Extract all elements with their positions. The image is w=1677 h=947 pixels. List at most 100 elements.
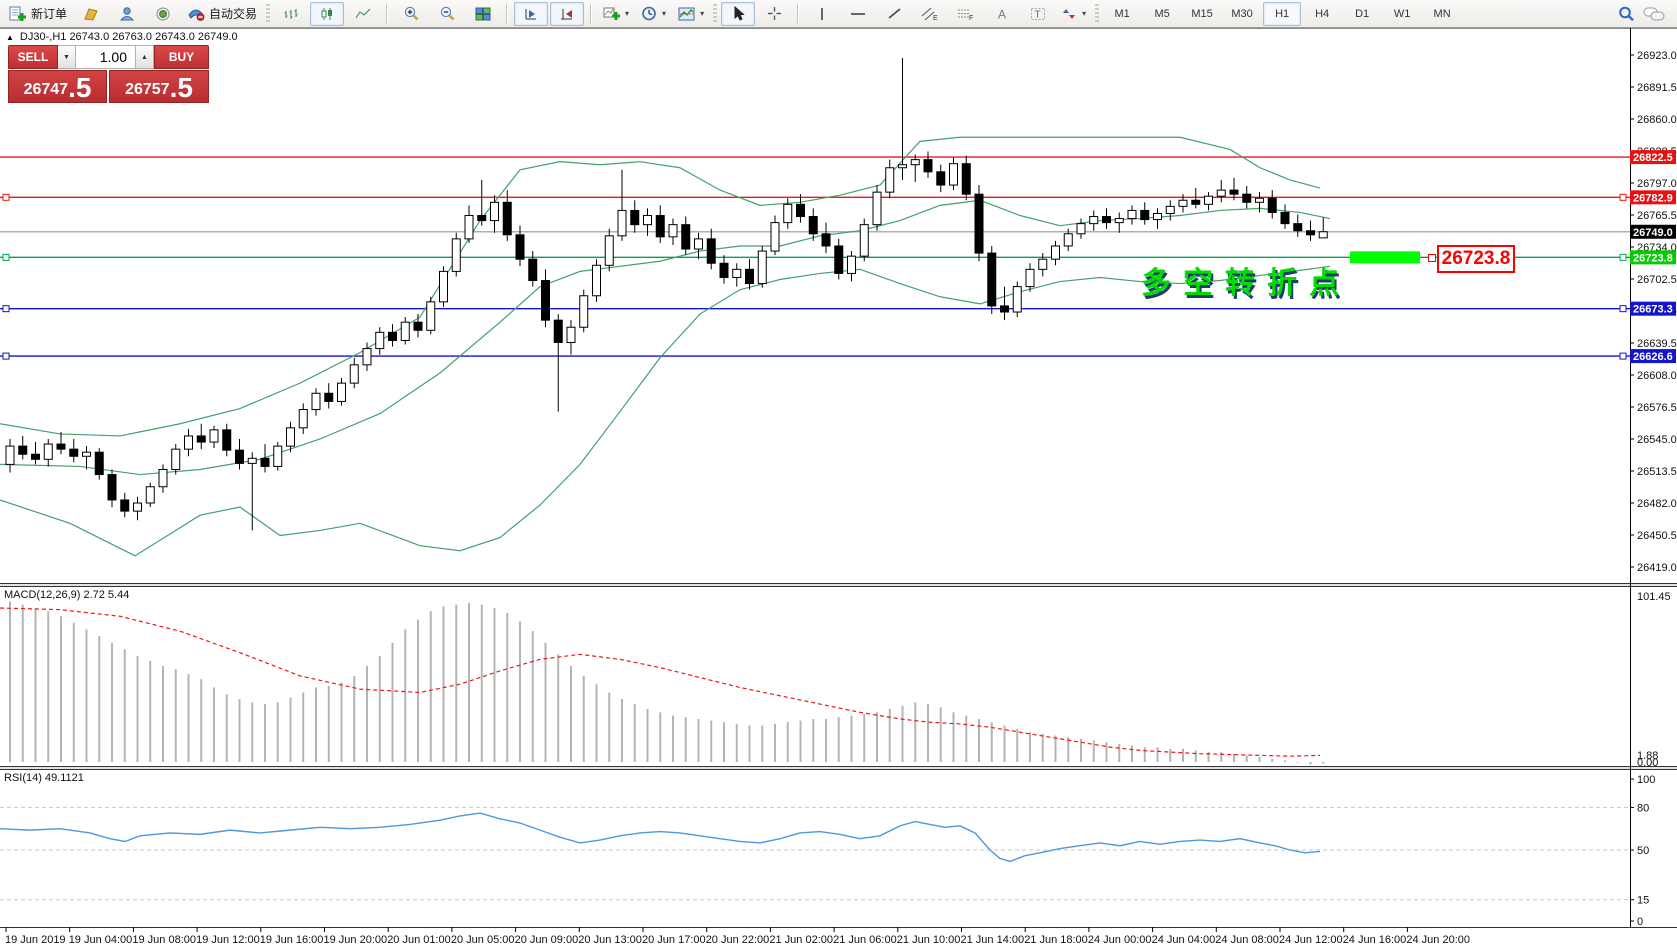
svg-text:26419.0: 26419.0 [1637,562,1677,574]
cursor-icon [734,6,745,21]
svg-text:100: 100 [1637,774,1655,786]
timeframe-group: M1 M5 M15 M30 H1 H4 D1 W1 MN [1103,1,1461,26]
timeframe-M30[interactable]: M30 [1231,7,1253,20]
time-label: 21 Jun 02:00 [769,934,833,946]
dropdown-caret: ▾ [700,9,705,18]
time-label: 24 Jun 12:00 [1279,934,1343,946]
pane-separator[interactable] [0,766,1677,769]
toolbar: 新订单 自动交易 [0,0,1677,28]
time-label: 19 Jun 12:00 [196,934,260,946]
chart-title: ▲ DJ30-,H1 26743.0 26763.0 26743.0 26749… [6,31,238,43]
fibonacci-button[interactable]: F [949,2,983,26]
community-button[interactable] [110,2,144,26]
timeframe-M15[interactable]: M15 [1191,7,1213,20]
timeframe-H1[interactable]: H1 [1263,1,1302,26]
svg-text:0.00: 0.00 [1637,757,1658,769]
search-icon[interactable] [1618,6,1635,22]
sell-price-display[interactable]: 26747.5 [8,70,107,103]
add-indicator-icon [603,7,621,20]
collapse-arrow-icon[interactable]: ▲ [6,32,14,42]
svg-text:E: E [933,15,938,21]
price-callout[interactable]: 26723.8 [1437,245,1515,273]
highlight-rect[interactable] [1350,251,1420,264]
volume-increase-button[interactable]: ▲ [135,46,154,68]
hline-26782.9[interactable] [0,193,1630,201]
timeframe-W1[interactable]: W1 [1393,7,1411,20]
volume-decrease-button[interactable]: ▼ [58,46,76,68]
toolbar-separator [797,3,800,24]
buy-button[interactable]: BUY [154,45,209,69]
toolbar-grip [713,3,718,24]
svg-text:26545.0: 26545.0 [1637,434,1677,446]
time-label: 21 Jun 14:00 [961,934,1025,946]
svg-text:26749.0: 26749.0 [1633,227,1673,239]
vertical-line-button[interactable] [805,2,839,26]
templates-button[interactable]: ▾ [673,2,709,26]
svg-text:26822.5: 26822.5 [1633,152,1673,164]
timeframe-H4[interactable]: H4 [1315,7,1330,20]
autotrading-button[interactable]: 自动交易 [182,2,262,26]
hline-26673.3[interactable] [0,305,1630,313]
timeframe-D1[interactable]: D1 [1355,7,1370,20]
chart-area[interactable]: 26923.026891.526860.026828.526797.026765… [0,28,1677,947]
time-label: 19 Jun 16:00 [260,934,324,946]
price-badge-26822.5 [1630,150,1676,165]
macd-signal-line [0,607,1321,757]
timeframe-MN[interactable]: MN [1433,7,1451,20]
callout-handle[interactable] [1428,254,1436,262]
svg-text:26576.5: 26576.5 [1637,402,1677,414]
new-order-button[interactable]: 新订单 [4,2,72,26]
hline-26626.6[interactable] [0,352,1630,360]
svg-text:26673.3: 26673.3 [1633,304,1673,316]
horizontal-line-button[interactable] [841,2,875,26]
svg-text:26797.0: 26797.0 [1637,178,1677,190]
volume-input[interactable]: 1.00 [76,46,135,68]
add-indicator-button[interactable]: ▾ [598,2,634,26]
buy-price-main: 26757 [125,81,170,98]
zoom-in-button[interactable] [394,2,428,26]
equidistant-channel-button[interactable]: E [913,2,947,26]
profiles-button[interactable] [74,2,108,26]
autotrading-label: 自动交易 [209,7,258,21]
cursor-button[interactable] [721,1,756,26]
toolbar-grip [266,3,271,24]
auto-scroll-icon [525,8,537,19]
timeframe-M5[interactable]: M5 [1154,7,1170,20]
chat-icon[interactable] [1643,6,1665,22]
line-chart-button[interactable] [346,2,380,26]
price-badge-26673.3 [1630,301,1676,316]
timeframe-M1[interactable]: M1 [1114,7,1130,20]
chart-shift-button[interactable] [550,1,585,26]
candlestick-chart-button[interactable] [310,1,345,26]
macd-label: MACD(12,26,9) 2.72 5.44 [4,589,129,601]
pane-separator[interactable] [0,583,1677,586]
sell-button[interactable]: SELL [8,45,58,69]
trendline-button[interactable] [877,2,911,26]
line-chart-icon [355,8,371,18]
svg-text:T: T [1035,9,1041,20]
signals-button[interactable] [146,2,180,26]
crosshair-button[interactable] [757,2,791,26]
text-label-button[interactable]: T [1021,2,1055,26]
auto-scroll-button[interactable] [514,1,549,26]
zoom-out-button[interactable] [430,2,464,26]
bollinger-lower-band [0,265,1331,557]
arrows-button[interactable]: ▾ [1057,2,1091,26]
candles-layer [5,58,1328,531]
text-button[interactable]: A [985,2,1019,26]
bollinger-middle-band [0,199,1331,476]
price-badge-26723.8 [1630,250,1676,265]
bar-chart-button[interactable] [274,2,308,26]
templates-icon [678,7,695,20]
tile-windows-button[interactable] [466,2,500,26]
periods-button[interactable]: ▾ [636,2,671,26]
buy-price-display[interactable]: 26757.5 [109,70,209,103]
svg-text:26626.6: 26626.6 [1633,351,1673,363]
new-order-icon [9,6,26,21]
chart-canvas[interactable]: 26923.026891.526860.026828.526797.026765… [0,28,1677,947]
bar-chart-icon [284,8,298,19]
time-label: 19 Jun 20:00 [324,934,388,946]
time-label: 21 Jun 06:00 [833,934,897,946]
buy-price-frac: .5 [169,72,193,103]
svg-text:26782.9: 26782.9 [1633,192,1673,204]
